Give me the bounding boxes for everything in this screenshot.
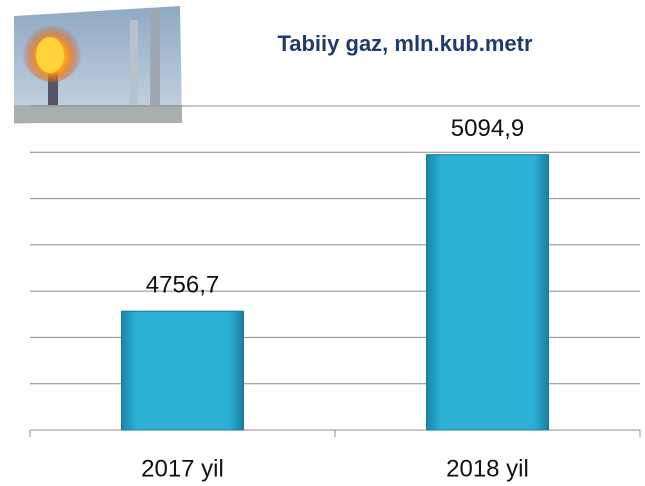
x-tick-label: 2018 yil — [446, 455, 529, 482]
x-tick-label: 2017 yil — [141, 455, 224, 482]
chart-title: Tabiiy gaz, mln.kub.metr — [277, 31, 533, 56]
value-label: 4756,7 — [146, 272, 219, 299]
bar — [122, 311, 244, 430]
bar — [427, 155, 549, 430]
chart: Tabiiy gaz, mln.kub.metr 2017 yil 4756,7 2… — [0, 0, 645, 486]
value-label: 5094,9 — [451, 115, 524, 142]
